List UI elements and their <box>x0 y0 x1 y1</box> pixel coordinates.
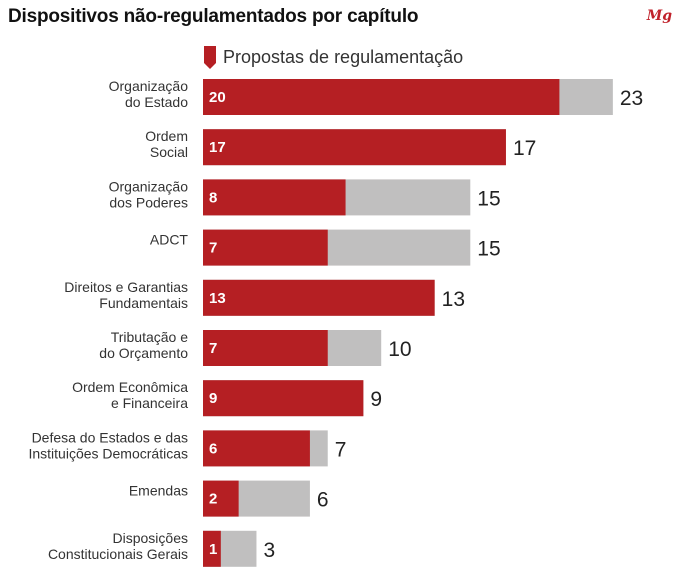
bar-regulated <box>203 229 328 266</box>
bar-regulated <box>203 129 506 166</box>
bar-value-label: 7 <box>209 240 217 257</box>
bar-regulated <box>203 79 560 115</box>
category-label: Tributação e <box>111 329 189 345</box>
brand-logo: Mg <box>646 8 672 24</box>
category-label: Ordem <box>145 128 188 144</box>
category-label: Constitucionais Gerais <box>48 546 188 562</box>
category-label: Organização <box>109 178 189 194</box>
bar-value-label: 17 <box>209 139 226 156</box>
category-label: Organização <box>109 78 189 94</box>
bar-total-label: 7 <box>335 438 347 461</box>
category-label: do Orçamento <box>99 345 188 361</box>
bar-total-label: 13 <box>442 288 465 311</box>
bar-regulated <box>203 530 221 567</box>
bar-value-label: 7 <box>209 340 217 357</box>
bar-value-label: 1 <box>209 541 217 558</box>
bar-regulated <box>203 430 310 467</box>
category-label: Disposições <box>113 530 188 546</box>
category-label: Defesa do Estados e das <box>32 429 188 445</box>
bar-regulated <box>203 380 364 417</box>
category-label: Fundamentais <box>99 295 188 311</box>
bar-total-label: 9 <box>370 388 382 411</box>
legend-label: Propostas de regulamentação <box>223 47 463 67</box>
bar-value-label: 9 <box>209 390 217 407</box>
bar-total-label: 15 <box>477 238 500 261</box>
bar-total-label: 6 <box>317 489 329 512</box>
bar-regulated <box>203 480 239 517</box>
bar-value-label: 6 <box>209 440 217 457</box>
bar-total-label: 23 <box>620 87 643 110</box>
bar-value-label: 20 <box>209 89 226 106</box>
bar-value-label: 2 <box>209 491 217 508</box>
category-label: Social <box>150 144 188 160</box>
bar-value-label: 8 <box>209 189 217 206</box>
bar-total-label: 3 <box>263 539 275 562</box>
category-label: Instituições Democráticas <box>28 445 188 461</box>
bar-total-label: 10 <box>388 338 411 361</box>
category-label: Ordem Econômica <box>72 379 188 395</box>
legend: Propostas de regulamentação <box>204 46 463 69</box>
bar-regulated <box>203 279 435 316</box>
category-label: Direitos e Garantias <box>64 279 188 295</box>
category-label: do Estado <box>125 94 188 110</box>
bar-total-label: 15 <box>477 187 500 210</box>
bar-value-label: 13 <box>209 290 226 307</box>
category-label: e Financeira <box>111 395 188 411</box>
bar-total-label: 17 <box>513 137 536 160</box>
chart-title: Dispositivos não-regulamentados por capí… <box>8 6 419 27</box>
category-label: Emendas <box>129 483 188 499</box>
category-label: ADCT <box>150 232 189 248</box>
category-label: dos Poderes <box>109 194 188 210</box>
bar-regulated <box>203 330 328 366</box>
bar-regulated <box>203 179 346 216</box>
legend-marker <box>204 46 216 69</box>
